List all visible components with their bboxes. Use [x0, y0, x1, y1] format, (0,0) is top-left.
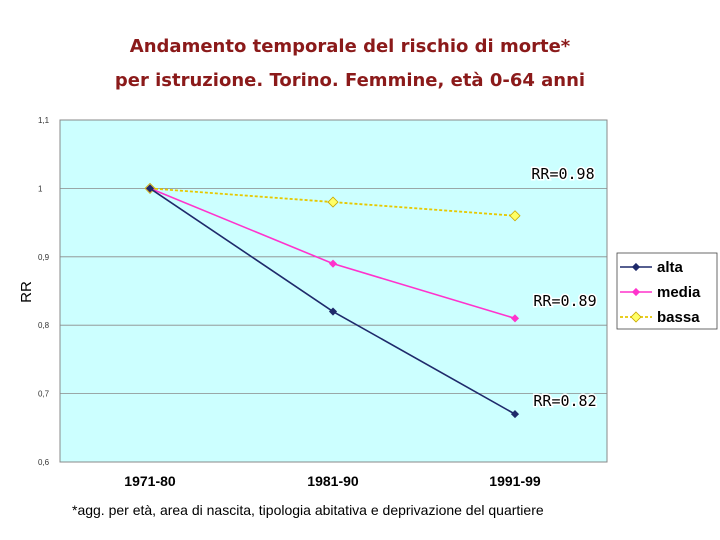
legend: alta media bassa — [616, 252, 718, 330]
y-tick-label: 1 — [38, 184, 43, 193]
y-tick-label: 1,1 — [38, 116, 50, 125]
y-tick-label: 0,6 — [38, 458, 50, 467]
x-tick-label: 1981-90 — [307, 473, 359, 489]
footnote: *agg. per età, area di nascita, tipologi… — [72, 502, 544, 518]
data-point-alta — [510, 410, 520, 419]
legend-marker-media — [631, 287, 641, 297]
x-tick-label: 1971-80 — [124, 473, 176, 489]
y-tick-label: 0,7 — [38, 390, 50, 399]
y-tick-label: 0,9 — [38, 253, 50, 262]
x-tick-label: 1991-99 — [489, 473, 541, 489]
legend-marker-alta — [631, 262, 641, 272]
chart-title-line1: Andamento temporale del rischio di morte… — [129, 36, 571, 57]
legend-marker-bassa — [630, 311, 642, 323]
data-point-alta — [328, 307, 338, 316]
plot-area — [59, 119, 608, 463]
annotation-bassa: RR=0.98 — [531, 165, 594, 183]
legend-label-bassa: bassa — [657, 309, 700, 326]
annotation-alta: RR=0.82 — [533, 392, 596, 410]
data-point-media — [328, 259, 338, 268]
data-point-bassa — [327, 196, 339, 208]
chart-title-line2: per istruzione. Torino. Femmine, età 0-6… — [114, 70, 586, 91]
legend-label-media: media — [657, 284, 701, 301]
legend-label-alta: alta — [657, 259, 684, 276]
annotation-media: RR=0.89 — [533, 292, 596, 310]
data-point-bassa — [509, 210, 521, 222]
data-point-alta — [145, 184, 155, 193]
y-tick-label: 0,8 — [38, 321, 50, 330]
series-line-bassa — [149, 187, 516, 217]
y-axis-label: RR — [18, 281, 35, 303]
data-point-media — [510, 314, 520, 323]
